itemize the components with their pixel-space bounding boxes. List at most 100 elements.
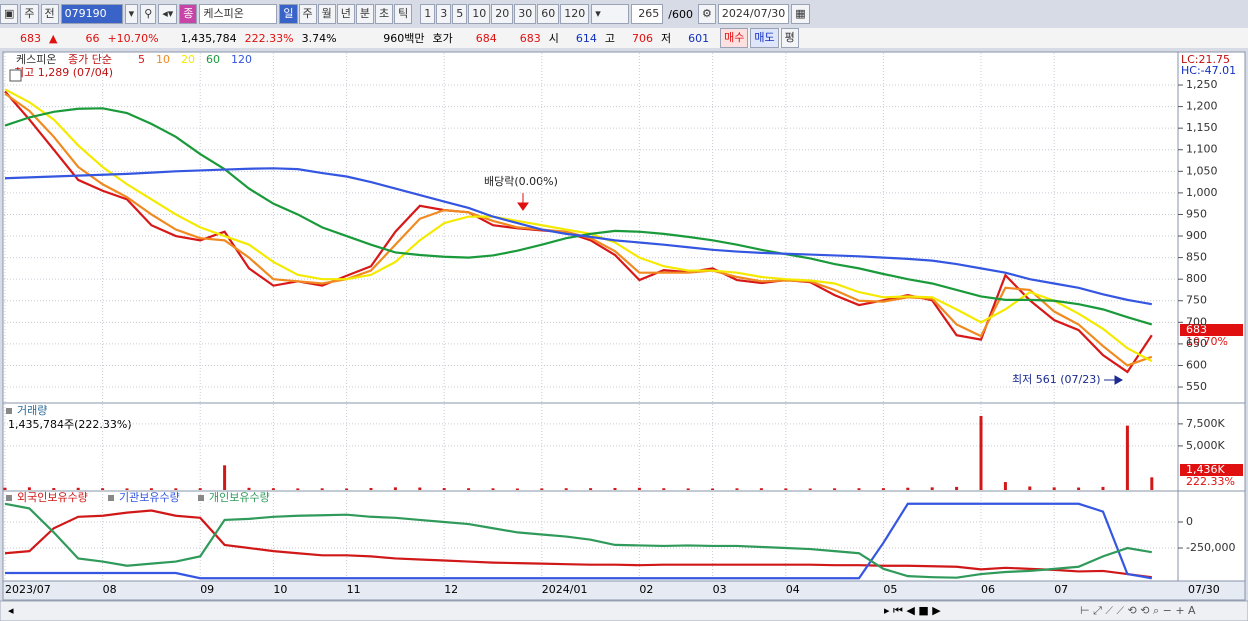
interval-button[interactable]: 10 (468, 4, 491, 24)
volume-bar (1028, 486, 1032, 490)
volume-bar (662, 488, 666, 490)
series-line (4, 509, 1152, 579)
x-tick-label: 08 (103, 583, 117, 596)
interval-button[interactable]: 3 (436, 4, 452, 24)
y-tick-label: 1,200 (1186, 100, 1218, 113)
volume-bar (589, 488, 593, 490)
last-volume-box (1180, 464, 1243, 476)
y-tick-label: 5,000K (1186, 439, 1225, 452)
tool-icon[interactable]: ⚙ (698, 4, 716, 24)
y-tick-label: 900 (1186, 229, 1207, 242)
x-tick-label: 03 (713, 583, 727, 596)
buy-button[interactable]: 매수 (720, 28, 749, 48)
ask: 684 (475, 31, 497, 45)
legend-entry: 기관보유수량 (119, 491, 180, 504)
scroll-left[interactable]: ◂ (8, 604, 14, 617)
market-select[interactable]: 주 (20, 4, 39, 24)
x-tick-label: 02 (639, 583, 653, 596)
interval-button[interactable]: 30 (514, 4, 537, 24)
period-button[interactable]: 분 (355, 4, 375, 24)
legend-swatch (108, 495, 114, 501)
sell-button[interactable]: 매도 (750, 28, 779, 48)
code-input[interactable]: 079190 (60, 4, 123, 24)
search-button[interactable]: ⚲ (140, 4, 157, 24)
series-line (5, 502, 1152, 580)
period-button[interactable]: 년 (336, 4, 355, 24)
volume-bar (540, 488, 544, 490)
period-button[interactable]: 일 (279, 4, 298, 24)
y-tick-label: 1,250 (1186, 78, 1218, 91)
high: 706 (632, 31, 654, 45)
y-tick-label: 750 (1186, 294, 1207, 307)
period-button[interactable]: 틱 (394, 4, 413, 24)
legend-entry: 120 (231, 53, 252, 66)
y-tick-label: -250,000 (1186, 541, 1235, 554)
y-tick-label: 1,050 (1186, 164, 1218, 177)
name-box[interactable]: 케스피온 (199, 4, 278, 24)
volume-bar (857, 488, 861, 490)
low-arrow (1104, 375, 1124, 385)
volume-bar (906, 487, 910, 490)
series-line (4, 88, 1153, 363)
scroll-controls[interactable]: ▸ ⏮ ◀ ■ ▶ (884, 604, 941, 617)
legend-swatch (198, 495, 204, 501)
interval-button[interactable]: 1 (420, 4, 436, 24)
legend-entry: 5 (138, 53, 145, 66)
avg-button[interactable]: 평 (780, 28, 799, 48)
volume-bar (442, 488, 446, 490)
volume-bar (1150, 477, 1154, 490)
turnover: 3.74% (301, 31, 337, 45)
volume-bar (637, 487, 641, 490)
count-input[interactable]: 265 (631, 4, 664, 24)
lc-label: LC:21.75 (1181, 53, 1230, 66)
volume-bar (101, 488, 105, 490)
volume-bar (1077, 487, 1081, 490)
calendar-button[interactable]: ▦ (791, 4, 810, 24)
period-button[interactable]: 초 (375, 4, 394, 24)
y-tick-label: 800 (1186, 272, 1207, 285)
x-tick-label: 04 (786, 583, 800, 596)
tools[interactable]: ⊢ ⤢ ⟋ ⟋ ⟲ ⟲ ⌕ − + A (1080, 604, 1196, 617)
volume-bar (125, 488, 129, 490)
arrow: ▲ (49, 31, 58, 45)
interval-button[interactable]: 5 (452, 4, 468, 24)
sound-button[interactable]: ◂▾ (158, 4, 178, 24)
ex-dividend-annotation: 배당락(0.00%) (484, 175, 558, 188)
period-button[interactable]: 주 (298, 4, 317, 24)
x-tick-label: 09 (200, 583, 214, 596)
volume: 1,435,784 (180, 31, 237, 45)
dropdown[interactable]: ▾ (591, 4, 630, 24)
y-tick-label: 1,150 (1186, 121, 1218, 134)
volume-bar (369, 487, 373, 490)
prev-button[interactable]: 전 (40, 4, 59, 24)
last-price-box (1180, 324, 1243, 336)
period-button[interactable]: 월 (317, 4, 336, 24)
x-tick-label: 11 (347, 583, 361, 596)
legend-entry: 개인보유수량 (209, 491, 270, 504)
volume-bar (881, 488, 885, 490)
volume-bar (27, 487, 31, 490)
volume-bar (76, 487, 80, 490)
x-tick-label: 12 (444, 583, 458, 596)
menu-icon[interactable]: ▣ (0, 4, 19, 24)
scrollbar[interactable] (0, 600, 1248, 621)
volume-bar (149, 488, 153, 490)
date-input[interactable]: 2024/07/30 (717, 4, 790, 24)
series-line (4, 167, 1152, 306)
interval-button[interactable]: 20 (491, 4, 514, 24)
legend-entry: 외국인보유수량 (17, 491, 88, 504)
volume-bar (467, 488, 471, 490)
volume-bar (955, 486, 959, 490)
volume-bar (198, 488, 202, 490)
volume-bar (271, 488, 275, 490)
last-price-label: 683 (1186, 323, 1207, 336)
volume-bar (491, 488, 495, 490)
volume-bar (613, 487, 617, 490)
volume-bar (52, 488, 56, 490)
interval-button[interactable]: 120 (560, 4, 590, 24)
interval-button[interactable]: 60 (537, 4, 560, 24)
dropdown[interactable]: ▾ (124, 4, 139, 24)
